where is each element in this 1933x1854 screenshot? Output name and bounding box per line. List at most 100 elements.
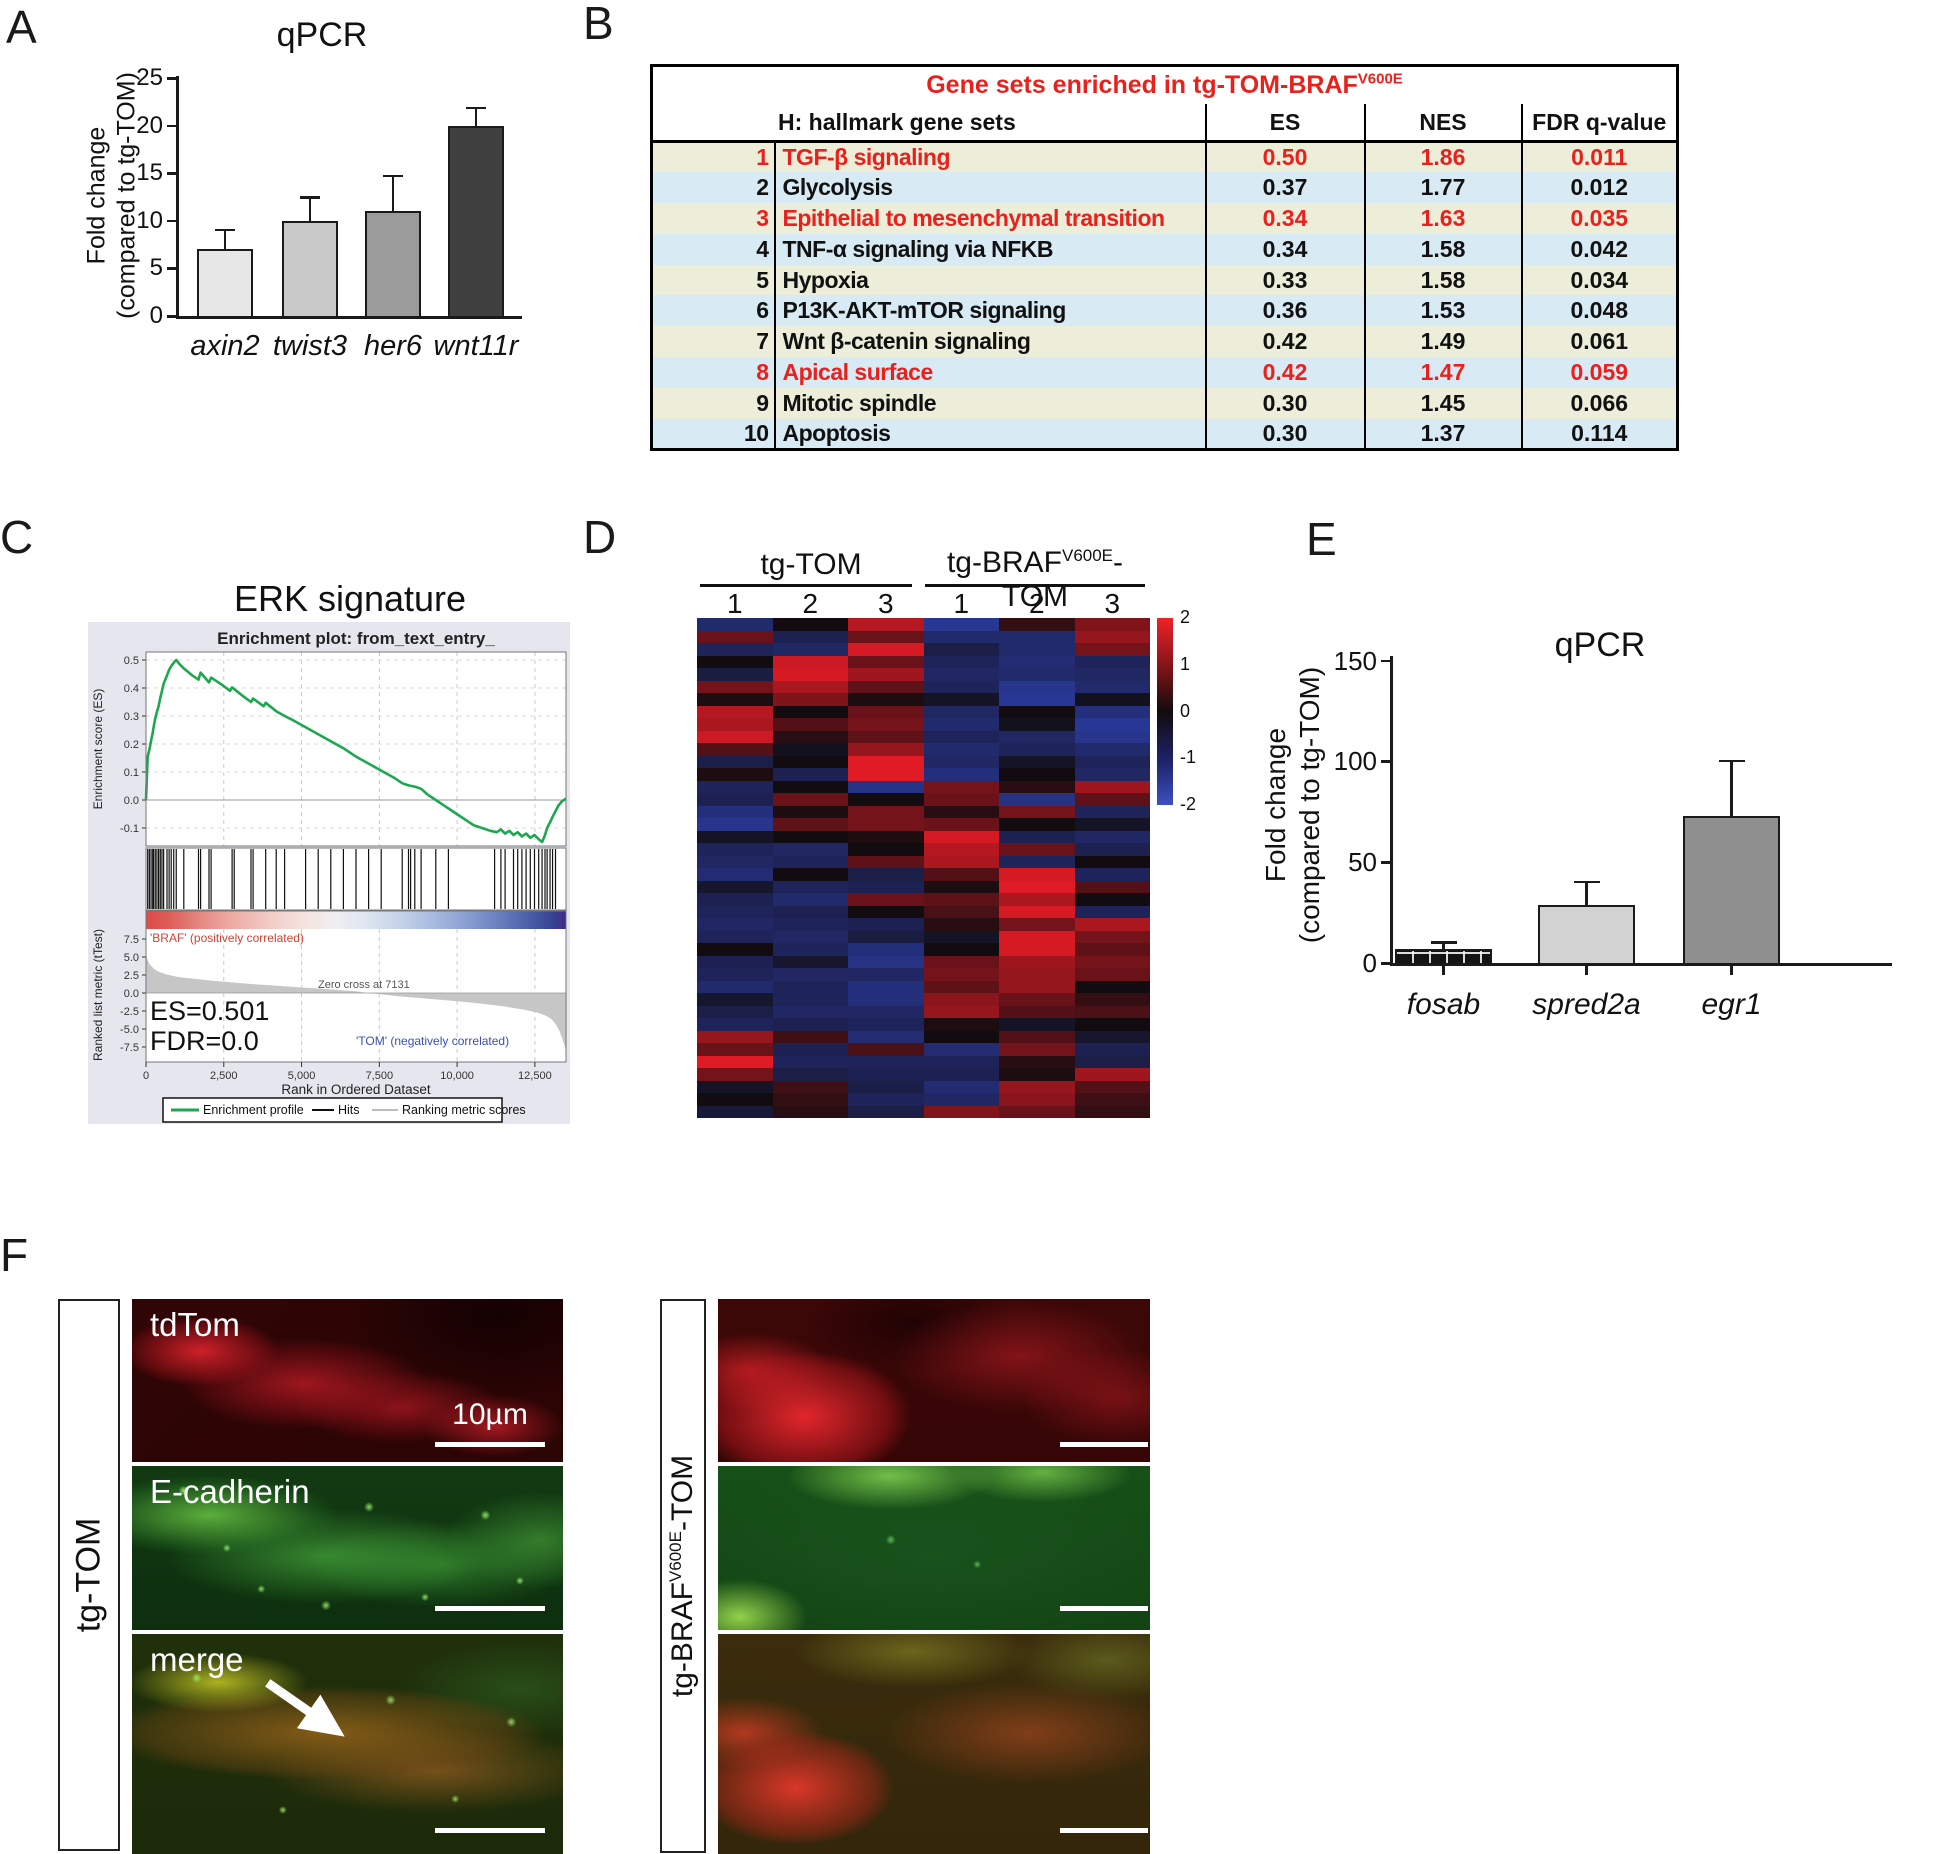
heatmap-cell xyxy=(923,1093,999,1106)
heatmap-cell xyxy=(772,705,848,718)
es-cell: 0.33 xyxy=(1204,264,1365,296)
heatmap-column-number: 2 xyxy=(802,588,819,619)
error-bar xyxy=(1442,942,1445,949)
panel-a-title: qPCR xyxy=(276,16,368,54)
heatmap-cell xyxy=(772,1105,848,1118)
heatmap-cell xyxy=(1074,893,1150,906)
heatmap-cell xyxy=(697,905,773,918)
gene-set-row: 8 Apical surface 0.42 1.47 0.059 xyxy=(651,357,1678,388)
heatmap-cell xyxy=(697,943,773,956)
heatmap-cell xyxy=(999,893,1075,906)
es-axis-label: Enrichment score (ES) xyxy=(91,689,105,810)
heatmap-cell xyxy=(772,780,848,793)
heatmap-cell xyxy=(848,943,924,956)
y-tick-mark xyxy=(167,267,176,270)
rank-ytick-label: -2.5 xyxy=(120,1006,139,1018)
panel-c-label: C xyxy=(0,511,34,563)
heatmap-cell xyxy=(848,668,924,681)
header-es: ES xyxy=(1204,104,1365,143)
es-cell: 0.34 xyxy=(1204,203,1365,234)
heatmap-cell xyxy=(848,680,924,693)
fdr-cell: 0.034 xyxy=(1520,264,1678,296)
heatmap-cell xyxy=(772,993,848,1006)
micrograph-tgbraf-merge xyxy=(718,1634,1150,1854)
heatmap-cell xyxy=(697,1030,773,1043)
es-cell: 0.34 xyxy=(1204,233,1365,265)
es-ytick-label: 0.4 xyxy=(124,683,139,695)
heatmap-cell xyxy=(848,630,924,643)
heatmap-cell xyxy=(848,1105,924,1118)
merge-image-label: merge xyxy=(150,1641,244,1678)
category-label: egr1 xyxy=(1701,988,1762,1021)
heatmap-colorbar xyxy=(1157,618,1173,805)
heatmap-cell xyxy=(999,868,1075,881)
heatmap-cell xyxy=(848,1068,924,1081)
heatmap-cell xyxy=(697,780,773,793)
heatmap-cell xyxy=(772,855,848,868)
heatmap-cell xyxy=(772,818,848,831)
x-tick-label: 5,000 xyxy=(288,1070,316,1082)
heatmap-cell xyxy=(923,930,999,943)
error-cap xyxy=(466,106,486,110)
gene-set-row: 7 Wnt β-catenin signaling 0.42 1.49 0.061 xyxy=(651,326,1678,358)
gene-set-name-cell: TGF-β signaling xyxy=(773,141,1206,173)
heatmap-group1-label: tg-TOM xyxy=(760,548,862,581)
heatmap-cell xyxy=(772,1043,848,1056)
panel-e-label: E xyxy=(1306,513,1337,565)
heatmap-cell xyxy=(923,655,999,668)
scalebar xyxy=(1060,1606,1148,1611)
heatmap-cell xyxy=(772,918,848,931)
micrograph-tgtom-ecadherin xyxy=(132,1466,563,1630)
heatmap-cell xyxy=(999,1105,1075,1118)
scalebar xyxy=(435,1828,545,1833)
heatmap-cell xyxy=(923,905,999,918)
category-label: fosab xyxy=(1406,988,1481,1021)
colorbar-tick-label: 0 xyxy=(1180,700,1191,721)
fdr-cell: 0.012 xyxy=(1520,172,1678,204)
heatmap-cell xyxy=(999,1018,1075,1031)
y-tick-label: 50 xyxy=(1348,847,1377,878)
heatmap-cell xyxy=(848,980,924,993)
heatmap-cell xyxy=(848,793,924,806)
y-tick-label: 15 xyxy=(136,159,163,187)
y-tick-label: 100 xyxy=(1333,746,1377,777)
es-ytick-label: -0.1 xyxy=(120,823,139,835)
table-title-text: Gene sets enriched in tg-TOM-BRAF xyxy=(926,71,1358,99)
heatmap-cell xyxy=(697,768,773,781)
heatmap-cell xyxy=(772,755,848,768)
heatmap-cell xyxy=(923,868,999,881)
table-title: Gene sets enriched in tg-TOM-BRAFV600E xyxy=(652,66,1678,105)
heatmap-cell xyxy=(923,955,999,968)
heatmap-cell xyxy=(697,843,773,856)
rank-ytick-label: -5.0 xyxy=(120,1024,139,1036)
heatmap-cell xyxy=(1074,755,1150,768)
group1-underline xyxy=(700,584,912,587)
heatmap-cell xyxy=(772,793,848,806)
y-tick-label: 5 xyxy=(149,254,163,282)
heatmap-cell xyxy=(772,805,848,818)
rank-ytick-label: -7.5 xyxy=(120,1042,139,1054)
gene-set-row: 10 Apoptosis 0.30 1.37 0.114 xyxy=(651,418,1678,450)
gene-set-row: 5 Hypoxia 0.33 1.58 0.034 xyxy=(651,264,1678,296)
heatmap-cell xyxy=(1074,1005,1150,1018)
heatmap-cell xyxy=(772,730,848,743)
heatmap-cell xyxy=(1074,1093,1150,1106)
heatmap-cell xyxy=(772,1080,848,1093)
heatmap-cell xyxy=(999,780,1075,793)
heatmap-cell xyxy=(1074,705,1150,718)
heatmap-cell xyxy=(848,1080,924,1093)
heatmap-cell xyxy=(999,955,1075,968)
heatmap-cell xyxy=(772,880,848,893)
heatmap-cell xyxy=(772,843,848,856)
heatmap-cell xyxy=(1074,643,1150,656)
bar-wnt11r xyxy=(448,125,504,316)
heatmap-cell xyxy=(848,955,924,968)
heatmap-cell xyxy=(848,893,924,906)
heatmap-cell xyxy=(697,655,773,668)
heatmap-cell xyxy=(999,880,1075,893)
heatmap-cell xyxy=(1074,668,1150,681)
rank-ytick-label: 7.5 xyxy=(124,934,139,946)
heatmap-cell xyxy=(697,718,773,731)
heatmap-cell xyxy=(848,805,924,818)
heatmap-cell xyxy=(772,968,848,981)
